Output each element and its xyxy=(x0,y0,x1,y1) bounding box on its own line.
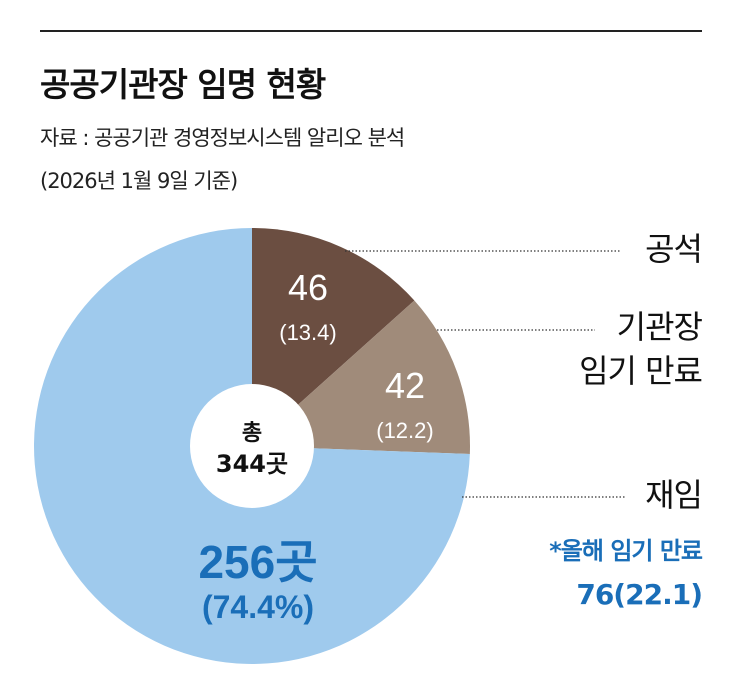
legend-expired-line2: 임기 만료 xyxy=(579,352,703,390)
top-rule xyxy=(40,30,702,32)
pie-slice-1 xyxy=(252,300,470,454)
total-label: 총 xyxy=(242,421,262,446)
legend-vacant: 공석 xyxy=(645,230,703,268)
legend-expired-line1: 기관장 xyxy=(616,308,703,346)
slice-percent-label-2: (74.4%) xyxy=(202,589,314,625)
center-hole xyxy=(190,384,314,508)
slice-percent-label-1: (12.2) xyxy=(376,418,433,443)
legend-incumbent: 재임 xyxy=(645,476,703,514)
date-note: (2026년 1월 9일 기준) xyxy=(40,169,238,193)
source-note: 자료 : 공공기관 경영정보시스템 알리오 분석 xyxy=(40,126,405,150)
slice-value-label-2: 256곳 xyxy=(198,536,317,588)
slice-percent-label-0: (13.4) xyxy=(279,320,336,345)
slice-value-label-0: 46 xyxy=(288,267,328,308)
incumbent-note-line2: 76(22.1) xyxy=(576,578,703,611)
pie-slice-0 xyxy=(252,228,415,446)
slice-value-label-1: 42 xyxy=(385,365,425,406)
incumbent-note-line1: *올해 임기 만료 xyxy=(549,537,703,565)
chart-title: 공공기관장 임명 현황 xyxy=(40,65,326,104)
total-value: 344곳 xyxy=(216,450,288,478)
